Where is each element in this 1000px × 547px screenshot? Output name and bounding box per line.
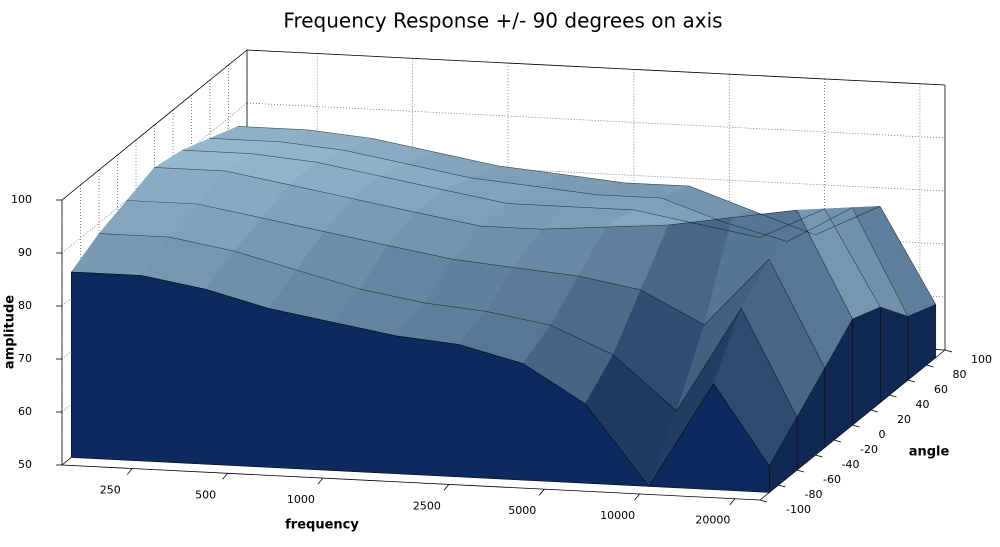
axis-edge: [246, 49, 946, 86]
y-tick: [796, 469, 805, 473]
y-tick: [944, 349, 953, 353]
y-tick: [778, 484, 786, 488]
angle-line: [154, 167, 853, 320]
axis-edge: [61, 49, 248, 201]
z-tick-label: 90: [18, 246, 32, 259]
x-tick-label: 1000: [287, 493, 315, 506]
x-tick-label: 2500: [413, 499, 441, 512]
y-tick-label: 40: [916, 398, 930, 411]
y-tick-label: 0: [879, 428, 886, 441]
y-tick-label: -40: [842, 458, 860, 471]
y-tick-label: -80: [805, 488, 823, 501]
x-tick: [634, 493, 640, 501]
y-tick: [870, 409, 879, 413]
x-tick-label: 20000: [695, 514, 730, 527]
y-tick: [852, 424, 860, 428]
angle-line: [126, 200, 826, 369]
y-tick: [926, 364, 934, 368]
side-face: [852, 306, 881, 426]
x-tick: [126, 468, 133, 475]
z-tick-label: 60: [18, 405, 32, 418]
angle-line: [182, 149, 881, 308]
x-tick-label: 250: [100, 484, 121, 497]
y-tick: [889, 394, 897, 398]
grid-line: [61, 102, 248, 254]
x-tick: [222, 473, 228, 480]
y-tick-label: -60: [823, 473, 841, 486]
angle-line: [209, 138, 909, 317]
x-tick: [729, 498, 736, 505]
y-tick-label: -20: [860, 443, 878, 456]
y-tick: [759, 499, 768, 503]
y-tick: [833, 439, 842, 443]
z-axis-label: amplitude: [3, 295, 18, 369]
y-axis-label: angle: [909, 445, 950, 460]
x-tick-label: 500: [195, 488, 216, 501]
y-tick: [907, 379, 916, 383]
x-tick-label: 10000: [600, 509, 635, 522]
front-face: [71, 271, 770, 493]
axis-edge: [61, 464, 761, 501]
z-tick-label: 80: [18, 299, 32, 312]
side-face: [907, 304, 936, 381]
angle-line: [98, 233, 798, 418]
y-tick-label: 100: [971, 353, 992, 366]
y-tick-label: 20: [897, 413, 911, 426]
x-tick-label: 5000: [508, 504, 536, 517]
y-tick-label: 60: [934, 383, 948, 396]
y-tick-label: 80: [953, 368, 967, 381]
chart-title: Frequency Response +/- 90 degrees on axi…: [283, 9, 722, 33]
x-tick: [538, 488, 545, 496]
x-axis-label: frequency: [285, 518, 359, 533]
grid-line: [246, 155, 946, 192]
y-tick-label: -100: [786, 503, 811, 516]
z-tick-label: 50: [18, 458, 32, 471]
angle-line: [237, 126, 937, 305]
x-tick: [317, 477, 324, 485]
side-face: [880, 306, 909, 403]
grid-line: [246, 102, 946, 139]
x-tick: [443, 484, 450, 491]
z-tick-label: 100: [11, 193, 32, 206]
z-tick-label: 70: [18, 352, 32, 365]
y-tick: [815, 454, 823, 458]
